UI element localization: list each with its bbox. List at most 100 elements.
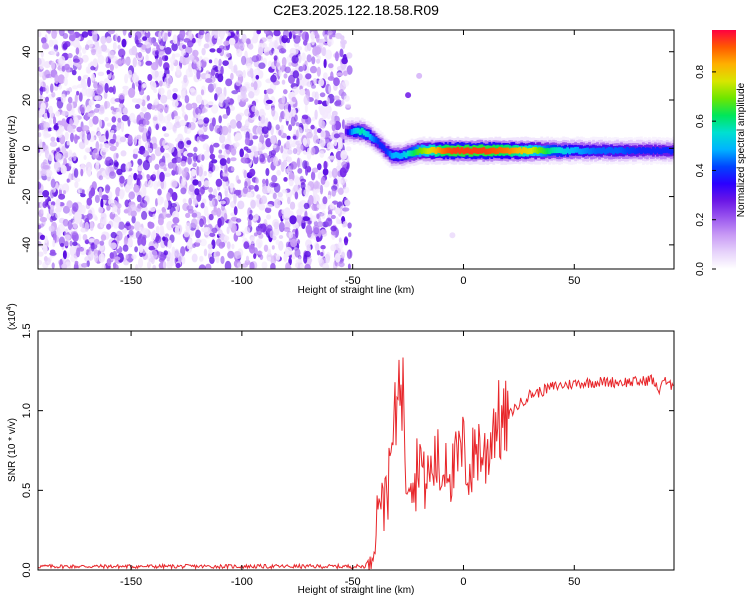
noise-speckle <box>220 65 224 76</box>
noise-speckle <box>310 171 316 181</box>
ridge-segment <box>436 147 440 153</box>
noise-speckle <box>292 148 298 155</box>
noise-speckle <box>45 96 49 103</box>
noise-speckle <box>122 30 127 36</box>
ridge-segment <box>562 148 565 155</box>
noise-speckle <box>171 99 179 108</box>
noise-speckle <box>197 120 204 125</box>
noise-speckle <box>202 57 209 62</box>
noise-speckle <box>157 188 162 196</box>
noise-speckle <box>172 34 178 45</box>
noise-speckle <box>163 145 170 150</box>
ridge-segment <box>414 149 418 155</box>
noise-speckle <box>97 71 105 77</box>
ridge-segment <box>420 148 424 155</box>
noise-speckle <box>147 261 151 269</box>
noise-speckle <box>292 86 299 95</box>
noise-speckle <box>214 165 220 172</box>
noise-speckle <box>48 225 55 232</box>
noise-speckle <box>267 256 272 262</box>
noise-speckle <box>237 200 245 210</box>
ridge-segment <box>352 128 356 134</box>
noise-speckle <box>141 44 147 50</box>
noise-speckle <box>347 222 352 229</box>
noise-speckle <box>237 179 241 184</box>
noise-speckle <box>38 31 42 37</box>
noise-speckle <box>167 239 172 249</box>
noise-speckle <box>299 30 303 33</box>
noise-speckle <box>58 193 66 200</box>
noise-speckle <box>215 38 223 46</box>
noise-speckle <box>341 251 346 259</box>
noise-speckle <box>282 30 290 39</box>
noise-speckle <box>338 179 344 184</box>
noise-speckle <box>215 238 222 247</box>
noise-speckle <box>152 229 157 240</box>
noise-speckle <box>87 166 92 178</box>
noise-speckle <box>263 244 269 252</box>
noise-speckle <box>285 262 291 269</box>
noise-speckle <box>327 38 334 46</box>
noise-speckle <box>143 227 149 236</box>
snr-series-line <box>38 357 674 570</box>
noise-speckle <box>183 38 191 43</box>
noise-speckle <box>248 43 254 50</box>
noise-speckle <box>329 35 333 40</box>
ridge-segment <box>512 147 516 154</box>
noise-speckle <box>76 126 83 133</box>
noise-speckle <box>224 260 232 269</box>
colorbar-tick-label: 0.4 <box>695 163 706 177</box>
noise-speckle <box>121 58 126 64</box>
noise-speckle <box>170 203 177 208</box>
noise-speckle <box>172 93 178 100</box>
noise-speckle <box>337 241 344 250</box>
noise-speckle <box>40 169 47 177</box>
noise-speckle <box>298 187 303 195</box>
noise-speckle <box>281 111 285 119</box>
ridge-segment <box>454 148 458 154</box>
noise-speckle <box>162 261 167 269</box>
noise-speckle <box>122 244 129 252</box>
ridge-segment <box>354 127 358 134</box>
noise-speckle <box>316 204 322 209</box>
noise-speckle <box>281 208 287 215</box>
noise-speckle <box>258 46 264 56</box>
noise-speckle <box>341 161 348 169</box>
noise-speckle <box>195 106 203 116</box>
noise-speckle <box>297 53 302 64</box>
noise-speckle <box>177 140 185 150</box>
noise-speckle <box>134 31 142 39</box>
noise-speckle <box>288 31 292 40</box>
ridge-segment <box>444 147 448 154</box>
ridge-segment <box>474 147 478 154</box>
noise-speckle <box>154 163 160 170</box>
noise-speckle <box>197 38 202 47</box>
ridge-segment <box>462 148 466 155</box>
noise-speckle <box>136 134 142 140</box>
noise-speckle <box>132 57 137 68</box>
noise-speckle <box>292 70 299 79</box>
noise-speckle <box>196 193 202 202</box>
noise-speckle <box>115 141 119 148</box>
noise-speckle <box>295 259 303 264</box>
noise-speckle <box>321 47 326 57</box>
ridge-segment <box>350 129 354 135</box>
ridge-segment <box>606 147 609 154</box>
noise-speckle <box>124 199 130 208</box>
noise-speckle <box>208 248 213 255</box>
ridge-segment <box>432 147 436 153</box>
noise-speckle <box>156 103 164 112</box>
noise-speckle <box>247 70 254 78</box>
noise-speckle <box>290 161 298 170</box>
noise-speckle <box>162 236 166 242</box>
noise-speckle <box>255 177 259 184</box>
noise-speckle <box>315 137 320 144</box>
noise-speckle <box>293 175 300 183</box>
noise-speckle <box>231 90 239 95</box>
noise-speckle <box>73 58 80 63</box>
noise-speckle <box>205 73 211 80</box>
noise-speckle <box>207 170 213 178</box>
ridge-segment <box>526 148 530 155</box>
noise-speckle <box>80 168 84 177</box>
ridge-segment <box>568 148 571 155</box>
